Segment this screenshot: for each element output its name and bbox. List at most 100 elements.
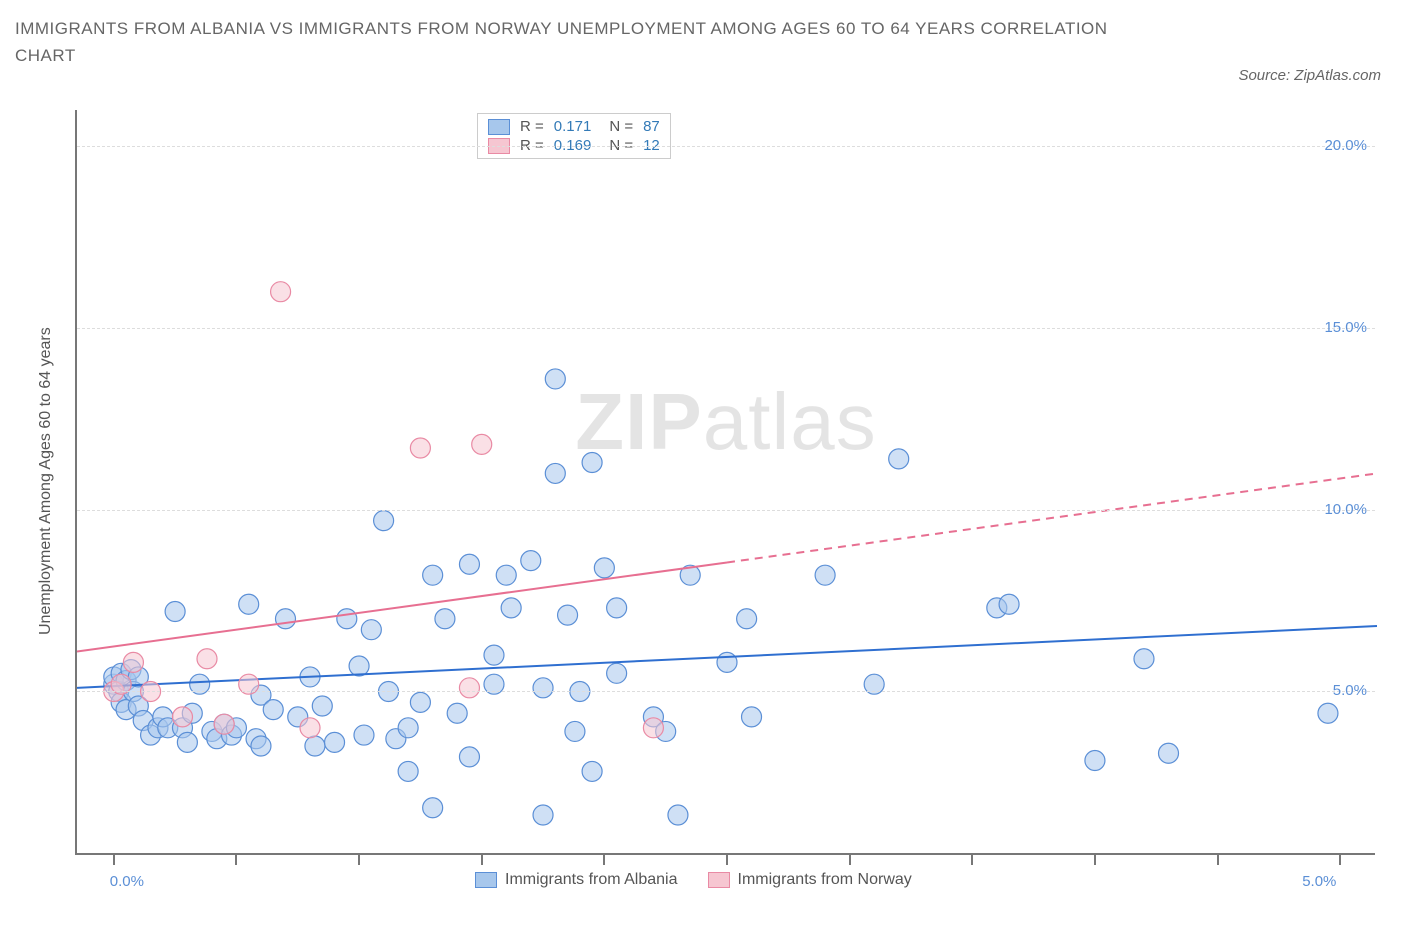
y-tick-label: 10.0% [1324,501,1367,518]
legend-series: Immigrants from Albania Immigrants from N… [475,871,912,889]
scatter-point-albania [251,736,271,756]
legend-item-norway: Immigrants from Norway [708,871,912,889]
scatter-point-albania [484,645,504,665]
plot-area: ZIPatlas R =0.171N =87R =0.169N =12 5.0%… [75,110,1375,855]
legend-label-norway: Immigrants from Norway [738,871,912,889]
x-tick [358,855,360,865]
scatter-point-albania [1134,649,1154,669]
scatter-point-norway [271,282,291,302]
scatter-point-albania [459,747,479,767]
scatter-point-albania [374,511,394,531]
scatter-point-albania [545,463,565,483]
legend-label-albania: Immigrants from Albania [505,871,678,889]
scatter-svg [77,110,1377,855]
scatter-point-albania [354,725,374,745]
scatter-point-albania [742,707,762,727]
scatter-point-albania [1085,751,1105,771]
scatter-point-albania [398,718,418,738]
scatter-point-albania [668,805,688,825]
x-tick [971,855,973,865]
scatter-point-albania [501,598,521,618]
scatter-point-albania [459,554,479,574]
scatter-point-albania [305,736,325,756]
scatter-point-albania [1318,703,1338,723]
legend-R-label: R = [520,118,544,135]
legend-stats-row-albania: R = 0.171 N = 87 [488,118,660,135]
x-tick [603,855,605,865]
scatter-point-albania [325,732,345,752]
trendline-norway-dashed [727,473,1377,562]
scatter-point-albania [177,732,197,752]
scatter-point-albania [239,594,259,614]
x-tick-label: 5.0% [1302,873,1336,890]
scatter-point-norway [197,649,217,669]
scatter-point-albania [737,609,757,629]
source-attribution: Source: ZipAtlas.com [1238,67,1381,84]
legend-swatch-albania [488,119,510,135]
scatter-point-albania [435,609,455,629]
scatter-point-albania [337,609,357,629]
scatter-point-albania [521,551,541,571]
scatter-point-albania [496,565,516,585]
scatter-point-albania [423,565,443,585]
scatter-point-albania [533,805,553,825]
scatter-point-albania [582,761,602,781]
scatter-point-norway [214,714,234,734]
scatter-point-norway [459,678,479,698]
scatter-point-albania [361,620,381,640]
x-tick-label: 0.0% [110,873,144,890]
y-tick-label: 15.0% [1324,319,1367,336]
x-tick [113,855,115,865]
x-tick [235,855,237,865]
legend-R-value-albania: 0.171 [554,118,592,135]
scatter-point-albania [312,696,332,716]
scatter-point-albania [594,558,614,578]
x-tick [1094,855,1096,865]
y-tick-label: 20.0% [1324,137,1367,154]
gridline [77,328,1375,329]
scatter-point-albania [423,798,443,818]
legend-N-label: N = [609,118,633,135]
y-tick-label: 5.0% [1333,682,1367,699]
scatter-point-albania [582,453,602,473]
scatter-point-albania [545,369,565,389]
x-tick [1339,855,1341,865]
gridline [77,146,1375,147]
scatter-point-albania [717,652,737,672]
scatter-point-albania [263,700,283,720]
scatter-point-albania [533,678,553,698]
gridline [77,691,1375,692]
scatter-point-albania [1159,743,1179,763]
legend-N-value-albania: 87 [643,118,660,135]
x-tick [1217,855,1219,865]
x-tick [849,855,851,865]
scatter-point-albania [165,602,185,622]
scatter-point-albania [999,594,1019,614]
x-tick [726,855,728,865]
legend-stats-box: R =0.171N =87R =0.169N =12 [477,113,671,159]
scatter-point-albania [410,692,430,712]
scatter-point-norway [123,652,143,672]
scatter-point-albania [815,565,835,585]
chart-container: IMMIGRANTS FROM ALBANIA VS IMMIGRANTS FR… [15,15,1391,915]
legend-swatch-albania [475,872,497,888]
x-tick [481,855,483,865]
legend-swatch-norway [708,872,730,888]
scatter-point-norway [410,438,430,458]
legend-item-albania: Immigrants from Albania [475,871,678,889]
scatter-point-norway [172,707,192,727]
scatter-point-albania [275,609,295,629]
scatter-point-albania [565,721,585,741]
trendline-albania [77,626,1377,688]
scatter-point-norway [472,434,492,454]
scatter-point-albania [607,663,627,683]
scatter-point-albania [349,656,369,676]
scatter-point-albania [889,449,909,469]
y-axis-label: Unemployment Among Ages 60 to 64 years [37,327,55,635]
scatter-point-albania [447,703,467,723]
gridline [77,510,1375,511]
chart-title: IMMIGRANTS FROM ALBANIA VS IMMIGRANTS FR… [15,15,1115,69]
scatter-point-albania [558,605,578,625]
scatter-point-albania [398,761,418,781]
scatter-point-norway [300,718,320,738]
